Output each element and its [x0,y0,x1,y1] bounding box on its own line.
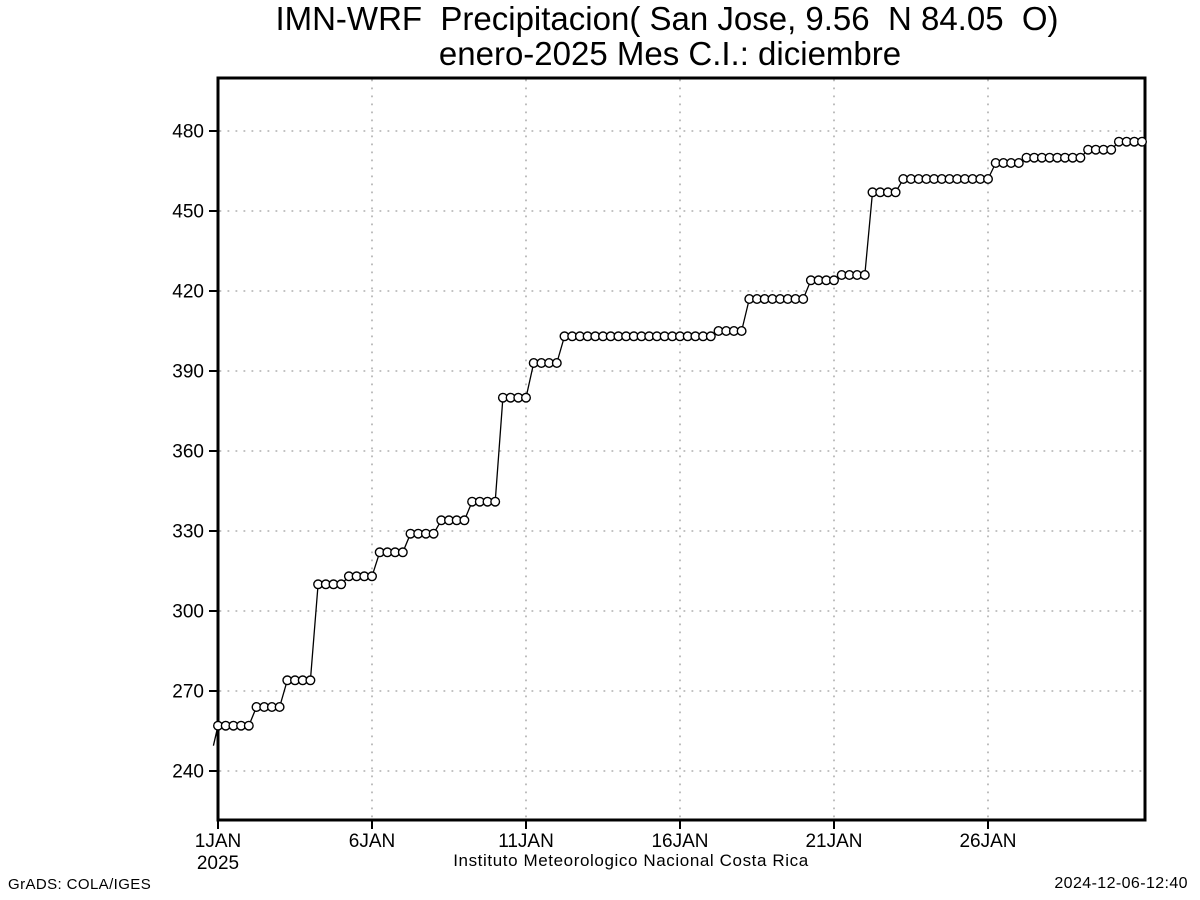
data-point [798,294,809,305]
y-tick-label: 480 [172,122,204,143]
data-point [890,187,901,198]
grads-credit: GrADS: COLA/IGES [8,876,152,893]
chart-title: IMN-WRF Precipitacion( San Jose, 9.56 N … [275,0,1059,37]
data-point [1075,152,1086,163]
data-point [983,173,994,184]
chart-caption: Instituto Meteorologico Nacional Costa R… [453,851,809,870]
x-year-label: 2025 [197,853,239,874]
data-point [305,675,316,686]
y-tick-label: 270 [172,682,204,703]
data-point [736,326,747,337]
data-point [397,547,408,558]
data-point [551,358,562,369]
data-point [367,571,378,582]
x-tick-label: 26JAN [959,831,1016,852]
data-point [459,515,470,526]
x-tick-label: 1JAN [195,831,241,852]
x-tick-label: 11JAN [498,831,554,852]
data-point [336,579,347,590]
data-point [243,720,254,731]
data-point [705,331,716,342]
data-point [859,270,870,281]
y-tick-label: 390 [172,362,204,383]
x-tick-label: 16JAN [651,831,708,852]
x-tick-label: 21JAN [805,831,862,852]
y-tick-label: 330 [172,522,204,543]
data-point [490,496,501,507]
data-point [1013,157,1024,168]
plot-frame [216,76,1147,822]
data-point [829,275,840,286]
x-tick-label: 6JAN [349,831,395,852]
data-point [521,392,532,403]
data-point [428,528,439,539]
y-tick-label: 420 [172,282,204,303]
chart-subtitle: enero-2025 Mes C.I.: diciembre [438,35,902,72]
render-timestamp: 2024-12-06-12:40 [1054,875,1188,892]
data-point [274,702,285,713]
y-tick-label: 450 [172,202,204,223]
data-point [1106,144,1117,155]
y-tick-label: 240 [172,762,204,783]
y-tick-label: 300 [172,602,204,623]
y-tick-label: 360 [172,442,204,463]
data-line [212,141,1142,746]
data-point [1136,136,1147,147]
